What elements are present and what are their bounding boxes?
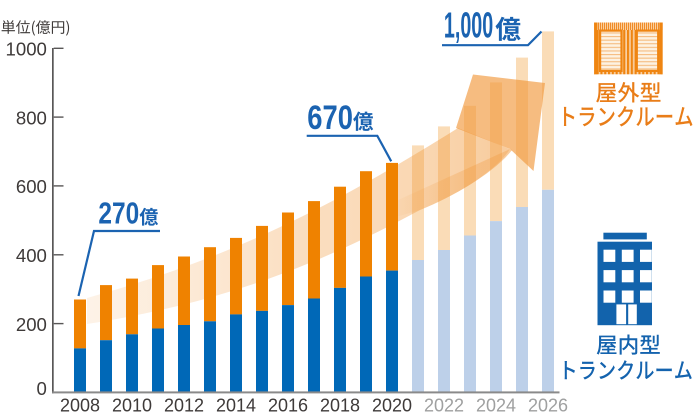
svg-text:2024: 2024	[476, 395, 516, 415]
svg-text:1000: 1000	[6, 39, 47, 60]
svg-text:2012: 2012	[164, 395, 204, 415]
svg-text:2018: 2018	[320, 395, 360, 415]
svg-text:2022: 2022	[424, 395, 464, 415]
svg-text:2016: 2016	[268, 395, 308, 415]
svg-text:800: 800	[16, 107, 47, 128]
svg-text:2008: 2008	[60, 395, 100, 415]
svg-text:2026: 2026	[528, 395, 568, 415]
svg-text:2010: 2010	[112, 395, 152, 415]
svg-text:2014: 2014	[216, 395, 256, 415]
svg-text:1,000: 1,000	[444, 5, 493, 46]
svg-text:2020: 2020	[372, 395, 412, 415]
svg-text:400: 400	[16, 245, 47, 266]
svg-text:670: 670	[307, 99, 353, 137]
svg-text:600: 600	[16, 176, 47, 197]
svg-text:200: 200	[16, 314, 47, 335]
svg-text:270: 270	[98, 196, 139, 231]
svg-text:0: 0	[37, 378, 47, 399]
